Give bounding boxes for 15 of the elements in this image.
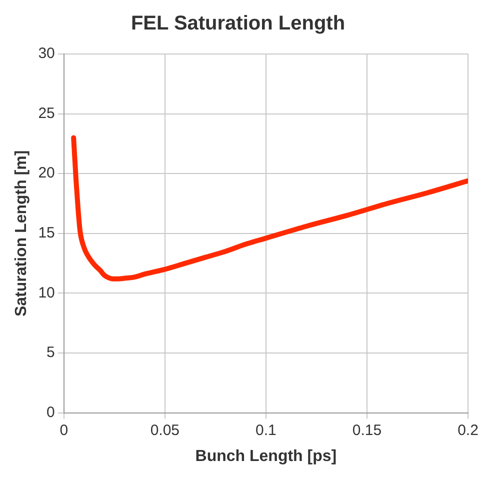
x-tick-label: 0.05 — [150, 422, 180, 439]
x-tick-label: 0.15 — [352, 422, 382, 439]
y-tick-label: 20 — [38, 164, 55, 182]
y-axis-title: Saturation Length [m] — [13, 150, 30, 317]
y-tick-label: 25 — [38, 104, 55, 122]
y-tick-label: 10 — [38, 284, 55, 302]
x-tick-label: 0.2 — [458, 422, 478, 439]
chart-title: FEL Saturation Length — [130, 12, 346, 35]
y-tick-label: 15 — [38, 224, 55, 242]
x-tick-label: 0.1 — [256, 422, 276, 439]
y-tick-label: 0 — [46, 404, 55, 421]
y-tick-label: 5 — [46, 344, 55, 362]
x-axis-title: Bunch Length [ps] — [195, 448, 337, 465]
y-tick-label: 30 — [38, 45, 55, 62]
x-tick-label: 0 — [60, 422, 68, 439]
